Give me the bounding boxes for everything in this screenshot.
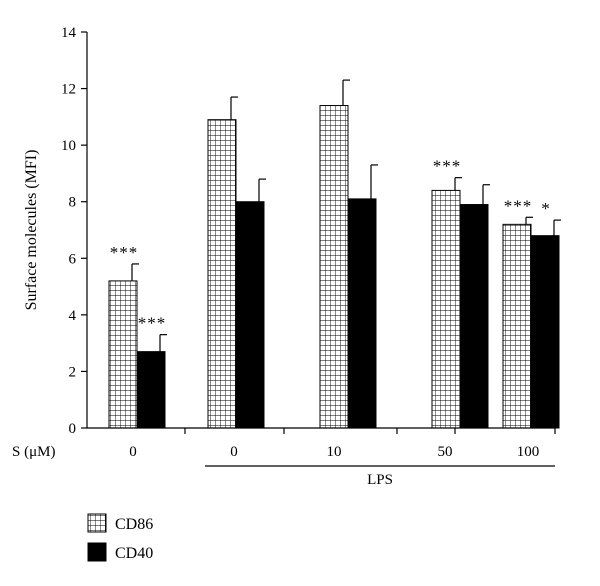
- bars: *************: [108, 79, 561, 429]
- legend: CD86 CD40: [87, 513, 153, 562]
- x-tick-label: 0: [230, 444, 238, 460]
- x-tick-label: 10: [327, 444, 342, 460]
- y-tick-label: 0: [69, 421, 77, 437]
- x-tick-label: 50: [438, 444, 453, 460]
- bar-cd86: [319, 105, 349, 429]
- legend-swatch-cd86: [87, 513, 107, 533]
- y-tick-label: 8: [69, 195, 77, 211]
- legend-swatch-cd40: [87, 542, 107, 562]
- bar-cd40: [347, 198, 377, 429]
- y-tick-label: 4: [69, 308, 77, 324]
- bar-cd40: [530, 235, 560, 429]
- bar-cd40: [136, 351, 166, 429]
- significance-label: *: [541, 199, 551, 218]
- y-tick-label: 12: [61, 82, 76, 98]
- bar-cd86: [502, 223, 532, 429]
- x-tick-label: 100: [517, 444, 540, 460]
- legend-label-cd40: CD40: [115, 545, 153, 562]
- significance-label: ***: [504, 196, 533, 215]
- y-axis-title: Surface molecules (MFI): [23, 150, 40, 311]
- y-axis: 0 2 4 6 8 10 12 14: [61, 25, 88, 437]
- bar-cd40: [235, 201, 265, 429]
- bar-cd86: [108, 280, 138, 429]
- x-prefix-label: S (μM): [12, 444, 55, 460]
- significance-label: ***: [138, 314, 167, 333]
- significance-label: ***: [433, 157, 462, 176]
- x-tick-label: 0: [129, 444, 137, 460]
- lps-group-label: LPS: [367, 472, 393, 488]
- y-tick-label: 14: [61, 25, 77, 41]
- bar-cd40: [459, 204, 489, 429]
- legend-label-cd86: CD86: [115, 516, 153, 533]
- x-axis: 0 0 10 50 100: [87, 427, 556, 460]
- y-tick-label: 10: [61, 138, 76, 154]
- y-tick-label: 6: [69, 251, 77, 267]
- y-tick-label: 2: [69, 364, 77, 380]
- bar-cd86: [431, 189, 461, 429]
- significance-label: ***: [110, 243, 139, 262]
- bar-cd86: [207, 119, 237, 429]
